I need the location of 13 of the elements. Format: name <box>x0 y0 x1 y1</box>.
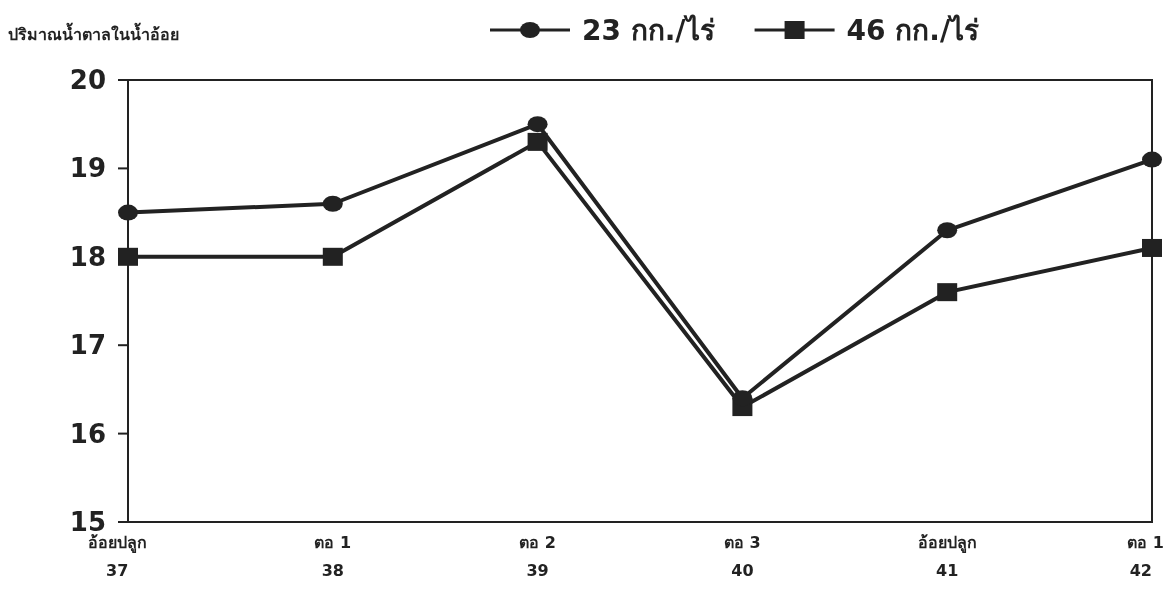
y-tick-label: 20 <box>69 65 106 95</box>
y-tick-label: 19 <box>69 153 106 184</box>
x-tick-label: ตอ 2 39 <box>519 533 556 580</box>
y-tick-label: 17 <box>69 330 106 361</box>
legend-label: 46 กก./ไร่ <box>846 14 980 47</box>
x-tick-label: อ้อยปลูก 41 <box>917 533 977 580</box>
x-tick-label: ตอ 1 42 <box>1127 533 1164 580</box>
y-tick-label: 16 <box>69 418 106 449</box>
legend-label: 23 กก./ไร่ <box>582 14 715 47</box>
y-tick-label: 18 <box>69 241 106 272</box>
x-tick-label: ตอ 3 40 <box>724 533 761 580</box>
y-axis-title: ปริมาณน้ำตาลในน้ำอ้อย <box>8 22 179 44</box>
x-tick-label: ตอ 1 38 <box>314 533 352 580</box>
